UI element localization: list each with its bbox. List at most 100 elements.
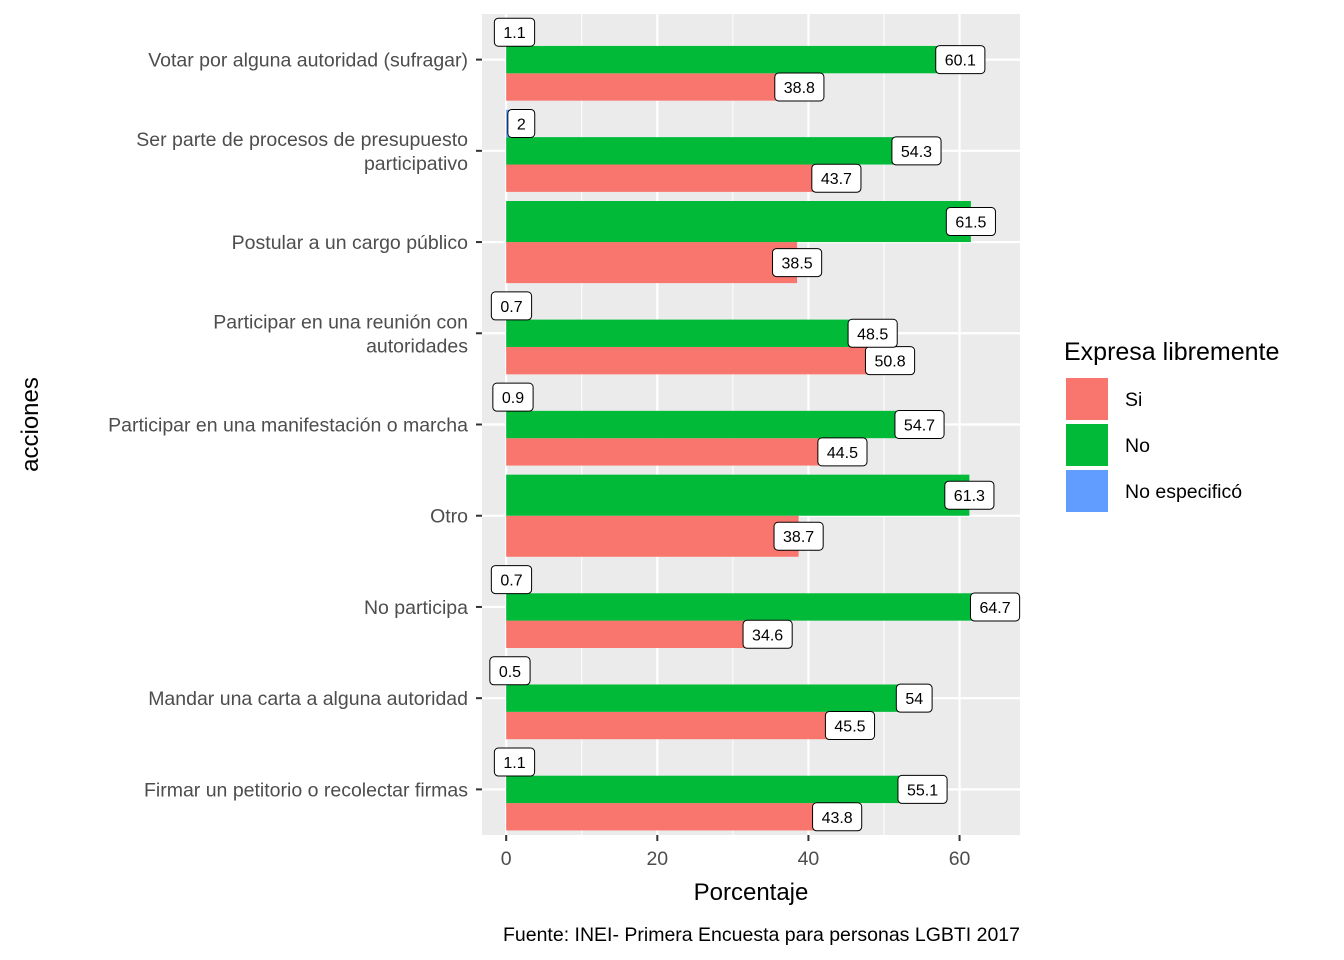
bar <box>506 319 873 347</box>
data-label-box <box>811 163 862 193</box>
y-tick-label: Ser parte de procesos de presupuesto <box>136 129 468 151</box>
data-label-box <box>847 318 898 348</box>
data-label-text: 60.1 <box>945 53 976 70</box>
bar <box>506 73 800 101</box>
data-label: 61.5 <box>945 207 996 237</box>
data-label-box <box>493 747 536 777</box>
data-label: 38.5 <box>772 248 823 278</box>
data-label: 1.1 <box>493 17 536 47</box>
data-label-box <box>774 72 825 102</box>
data-label-text: 38.5 <box>782 256 813 273</box>
data-label-text: 1.1 <box>503 25 525 42</box>
y-tick-label: Firmar un petitorio o recolectar firmas <box>144 779 468 801</box>
bar <box>506 438 843 466</box>
data-label-box <box>969 592 1021 622</box>
bar <box>506 346 891 375</box>
bar <box>506 201 971 243</box>
data-label-text: 54 <box>905 691 923 708</box>
data-label-text: 61.3 <box>954 488 985 505</box>
caption: Fuente: INEI- Primera Encuesta para pers… <box>503 924 1020 946</box>
data-label-box <box>944 480 995 510</box>
legend-title: Expresa libremente <box>1064 338 1279 366</box>
data-label-box <box>895 683 933 713</box>
data-label-text: 61.5 <box>955 215 986 232</box>
bar <box>506 474 970 516</box>
data-label-box <box>812 802 863 832</box>
data-label-text: 0.9 <box>502 390 524 407</box>
data-label: 43.8 <box>812 802 863 832</box>
data-label-box <box>492 382 534 412</box>
x-tick-label: 20 <box>646 848 668 870</box>
bar <box>506 803 838 831</box>
legend-key <box>1066 378 1108 420</box>
data-label-box <box>824 711 876 741</box>
data-label-text: 38.7 <box>783 529 814 546</box>
data-label-text: 55.1 <box>907 782 938 799</box>
data-label-box <box>507 108 536 138</box>
data-label-text: 0.7 <box>500 299 522 316</box>
data-label-box <box>772 248 823 278</box>
y-tick-label: Votar por alguna autoridad (sufragar) <box>148 50 468 72</box>
data-label-box <box>891 136 942 166</box>
data-label: 43.7 <box>811 163 862 193</box>
data-label-text: 64.7 <box>979 600 1010 617</box>
data-label-box <box>945 207 996 237</box>
data-label: 38.7 <box>773 521 824 551</box>
data-label-text: 0.7 <box>500 573 522 590</box>
y-tick-label: Participar en una manifestación o marcha <box>108 415 468 437</box>
data-label-text: 43.8 <box>822 810 853 827</box>
bar <box>506 684 915 712</box>
bar <box>506 410 920 439</box>
data-label-box <box>490 565 533 595</box>
data-label: 0.7 <box>490 291 533 321</box>
bar <box>506 515 799 557</box>
y-axis: Votar por alguna autoridad (sufragar) Ser… <box>108 50 482 801</box>
data-label-text: 54.3 <box>901 144 932 161</box>
data-label-box <box>493 17 536 47</box>
data-label-text: 34.6 <box>752 627 783 644</box>
y-tick-label: Otro <box>430 506 468 528</box>
data-label: 2 <box>507 108 536 138</box>
data-label: 64.7 <box>969 592 1021 622</box>
data-label: 0.7 <box>490 565 533 595</box>
data-label-text: 48.5 <box>857 326 888 343</box>
bar <box>506 593 996 621</box>
y-tick-label: autoridades <box>366 335 468 357</box>
data-label-box <box>894 410 945 439</box>
data-label: 0.5 <box>489 656 531 686</box>
data-label-text: 43.7 <box>821 171 852 188</box>
y-axis-title: acciones <box>17 377 44 472</box>
data-labels: 38.8 43.7 38.5 50.8 44.5 38.7 34.6 45.5 43.8 60.1… <box>489 17 1021 832</box>
x-axis-title: Porcentaje <box>694 879 809 906</box>
legend-key <box>1066 470 1108 512</box>
data-label: 54.3 <box>891 136 942 166</box>
data-label: 50.8 <box>864 346 916 376</box>
data-label-text: 45.5 <box>834 719 865 736</box>
bar <box>506 242 798 284</box>
data-label: 38.8 <box>774 72 825 102</box>
data-label-box <box>897 774 948 804</box>
x-tick-label: 60 <box>949 848 971 870</box>
y-tick-label: No participa <box>364 597 468 619</box>
data-label: 48.5 <box>847 318 898 348</box>
legend-label: Si <box>1125 389 1142 411</box>
x-tick-label: 0 <box>501 848 512 870</box>
data-label: 45.5 <box>824 711 876 741</box>
bar <box>506 164 837 192</box>
data-label: 61.3 <box>944 480 995 510</box>
bar <box>506 620 768 648</box>
y-tick-label: Mandar una carta a alguna autoridad <box>148 688 468 710</box>
data-label-box <box>935 45 986 75</box>
y-tick-label: Postular a un cargo público <box>232 232 468 254</box>
data-label-text: 1.1 <box>503 755 525 772</box>
data-label: 1.1 <box>493 747 536 777</box>
bars <box>506 18 996 831</box>
data-label-text: 38.8 <box>784 80 815 97</box>
y-tick-label: participativo <box>364 153 468 175</box>
legend-key <box>1066 424 1108 466</box>
data-label-box <box>817 437 868 467</box>
data-label-box <box>489 656 531 686</box>
data-label-text: 2 <box>517 116 526 133</box>
bar <box>506 711 850 740</box>
